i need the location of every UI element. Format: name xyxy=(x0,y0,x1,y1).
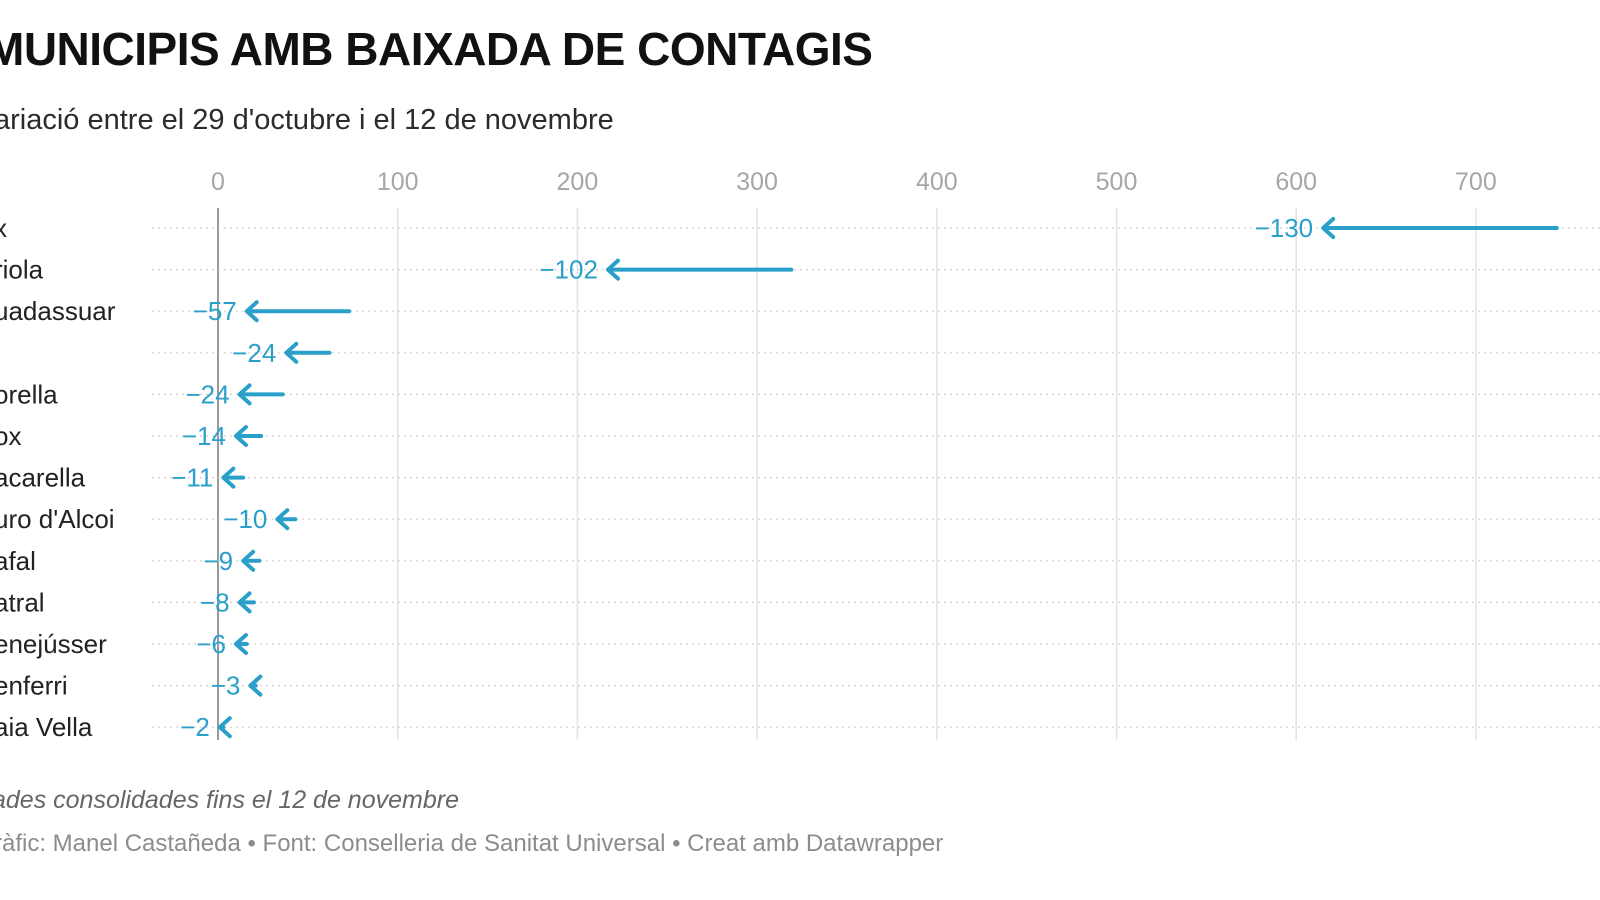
arrow-head xyxy=(237,383,252,406)
chart-row: orella −24 xyxy=(0,379,1600,409)
change-value-label: −24 xyxy=(232,338,276,368)
chart-row: uro d'Alcoi −10 xyxy=(0,504,1600,534)
x-tick-label: 500 xyxy=(1096,168,1138,196)
x-tick-label: 400 xyxy=(916,168,958,196)
chart-title: MUNICIPIS AMB BAIXADA DE CONTAGIS xyxy=(0,23,873,75)
row-label: uro d'Alcoi xyxy=(0,504,115,534)
arrow-head xyxy=(221,466,236,489)
arrow-head xyxy=(237,591,252,614)
chart-row: uadassuar −57 xyxy=(0,296,1600,326)
change-value-label: −9 xyxy=(204,546,234,576)
arrow-head xyxy=(233,633,248,655)
grid-lines xyxy=(217,208,1477,740)
row-label: acarella xyxy=(0,463,86,493)
chart-row: afal −9 xyxy=(0,546,1600,576)
change-value-label: −6 xyxy=(196,629,226,659)
row-label: afal xyxy=(0,546,36,576)
arrow-head xyxy=(217,716,232,739)
x-tick-label: 600 xyxy=(1275,168,1317,196)
change-value-label: −102 xyxy=(539,255,598,285)
x-tick-label: 700 xyxy=(1455,168,1497,196)
row-label: orella xyxy=(0,379,58,409)
change-value-label: −130 xyxy=(1255,213,1314,243)
chart-row: ox −14 xyxy=(0,421,1600,451)
x-axis-ticks: 0 100 200 300 400 500 600 700 xyxy=(211,168,1497,196)
change-value-label: −3 xyxy=(211,671,241,701)
x-tick-label: 300 xyxy=(736,168,778,196)
arrow-chart: 0 100 200 300 400 500 600 700 x −130 riola −102 uad… xyxy=(0,168,1600,742)
arrow-head xyxy=(1321,217,1336,239)
row-label: x xyxy=(0,213,7,243)
chart-row: i−24 xyxy=(152,338,1600,368)
x-tick-label: 100 xyxy=(377,168,419,196)
chart-row: enferri −3 xyxy=(0,671,1600,701)
arrow-head xyxy=(248,674,263,697)
x-tick-label: 0 xyxy=(211,168,225,196)
chart-footer: ràfic: Manel Castañeda • Font: Conseller… xyxy=(0,830,944,857)
change-value-label: −24 xyxy=(185,379,229,409)
arrow-head xyxy=(233,425,248,447)
chart-notes: ades consolidades fins el 12 de novembre xyxy=(0,786,459,814)
row-label: atral xyxy=(0,587,45,617)
change-value-label: −10 xyxy=(223,504,267,534)
chart-row: riola −102 xyxy=(0,255,1600,285)
chart-row: x −130 xyxy=(0,213,1600,243)
row-label: enferri xyxy=(0,671,68,701)
arrow-head xyxy=(241,549,256,572)
change-value-label: −11 xyxy=(171,463,213,493)
x-tick-label: 200 xyxy=(557,168,599,196)
row-label: riola xyxy=(0,255,44,285)
row-label: aia Vella xyxy=(0,712,93,742)
row-label: ox xyxy=(0,421,21,451)
chart-row: aia Vella −2 xyxy=(0,712,1600,742)
chart-rows: x−130riola−102uadassuar−57i−24orella−24o… xyxy=(0,213,1600,742)
change-value-label: −57 xyxy=(193,296,237,326)
arrow-head xyxy=(284,341,299,364)
chart-row: atral −8 xyxy=(0,587,1600,617)
chart-row: acarella −11 xyxy=(0,463,1600,493)
change-value-label: −2 xyxy=(180,712,210,742)
chart-subtitle: ariació entre el 29 d'octubre i el 12 de… xyxy=(0,104,614,136)
change-value-label: −14 xyxy=(182,421,226,451)
arrow-head xyxy=(244,300,259,323)
change-value-label: −8 xyxy=(200,587,230,617)
row-label: uadassuar xyxy=(0,296,116,326)
row-label: enejússer xyxy=(0,629,107,659)
arrow-head xyxy=(275,508,290,531)
arrow-head xyxy=(605,258,620,281)
chart-row: enejússer −6 xyxy=(0,629,1600,659)
